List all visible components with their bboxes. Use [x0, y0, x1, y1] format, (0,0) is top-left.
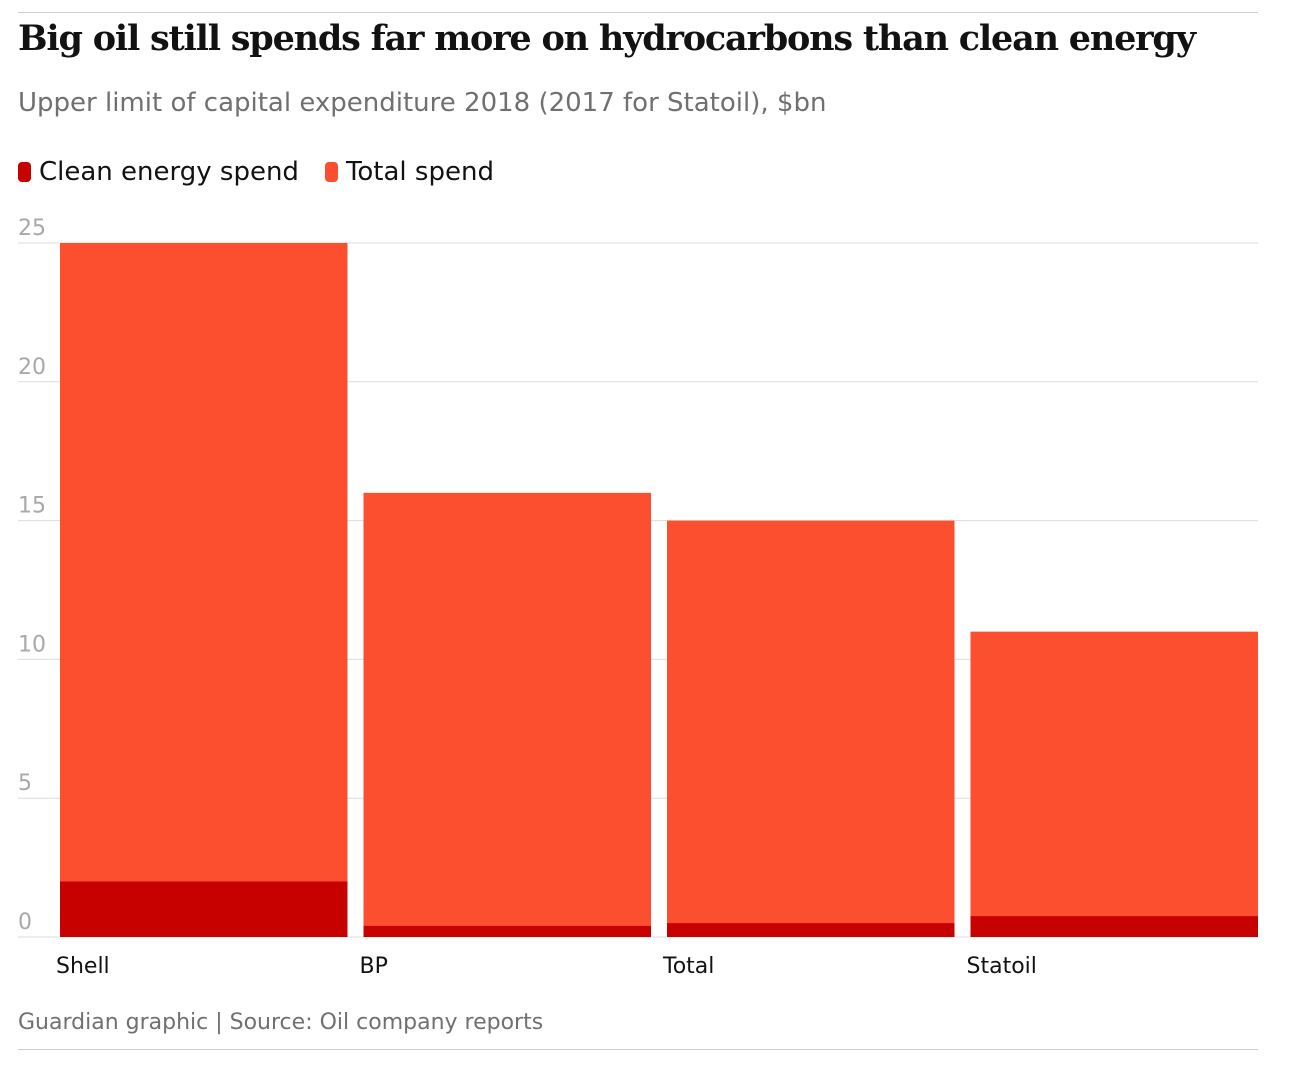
top-rule	[18, 12, 1258, 13]
bar-clean-energy-spend-shell	[60, 881, 348, 937]
legend-item-total: Total spend	[324, 157, 494, 187]
y-tick-label-20: 20	[18, 355, 46, 380]
chart-title: Big oil still spends far more on hydroca…	[18, 18, 1196, 59]
x-tick-label-total: Total	[662, 954, 714, 979]
legend-swatch-total	[324, 162, 338, 182]
legend-label-total: Total spend	[345, 157, 494, 187]
bar-clean-energy-spend-total	[667, 923, 955, 937]
bar-clean-energy-spend-bp	[363, 925, 651, 937]
chart-subtitle: Upper limit of capital expenditure 2018 …	[18, 88, 827, 118]
source-note: Guardian graphic | Source: Oil company r…	[18, 1010, 544, 1035]
bar-total-spend-shell	[60, 243, 348, 937]
bar-total-spend-statoil	[970, 631, 1258, 937]
y-tick-label-0: 0	[18, 910, 32, 935]
x-tick-label-bp: BP	[360, 954, 388, 979]
x-tick-label-statoil: Statoil	[967, 954, 1037, 979]
legend-swatch-clean	[18, 162, 31, 182]
bar-total-spend-bp	[363, 492, 651, 937]
bar-chart: 0 5 10 15 20 25 Shell BP Total Statoil	[18, 216, 1258, 979]
x-tick-label-shell: Shell	[56, 954, 110, 979]
y-tick-label-5: 5	[18, 771, 32, 796]
bar-total-spend-total	[667, 520, 955, 937]
legend-item-clean: Clean energy spend	[18, 157, 299, 187]
bottom-rule	[18, 1049, 1258, 1050]
y-tick-label-10: 10	[18, 632, 46, 657]
y-tick-label-15: 15	[18, 494, 46, 519]
y-tick-label-25: 25	[18, 216, 46, 241]
legend: Clean energy spend Total spend	[18, 157, 520, 187]
legend-label-clean: Clean energy spend	[39, 157, 299, 187]
bar-clean-energy-spend-statoil	[970, 916, 1258, 937]
